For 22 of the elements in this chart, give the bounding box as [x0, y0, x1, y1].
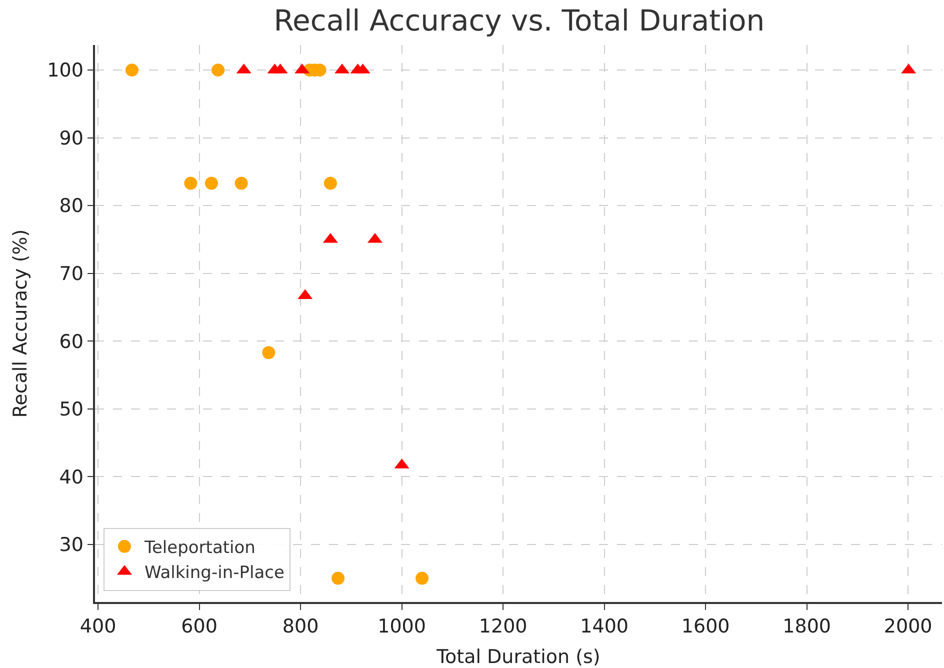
y-tick-label: 90 [59, 127, 84, 150]
legend-label: Walking-in-Place [144, 563, 284, 584]
y-axis-title: Recall Accuracy (%) [10, 229, 32, 418]
y-tick-label: 100 [47, 60, 84, 82]
chart-title: Recall Accuracy vs. Total Duration [274, 3, 765, 38]
x-axis-title: Total Duration (s) [436, 646, 600, 668]
y-tick-label: 60 [59, 330, 84, 353]
x-tick-label: 1400 [580, 616, 628, 638]
y-tick-label: 80 [59, 195, 84, 218]
y-tick-label: 50 [59, 398, 84, 421]
y-tick-label: 30 [59, 534, 84, 556]
x-tick-label: 1600 [681, 616, 730, 638]
y-tick-label: 40 [59, 466, 84, 488]
x-tick-label: 400 [80, 616, 116, 638]
x-tick-label: 1800 [782, 616, 831, 638]
x-tick-label: 2000 [884, 616, 932, 638]
legend-label: Teleportation [143, 538, 256, 558]
y-tick-label: 70 [59, 263, 84, 286]
x-tick-label: 1000 [378, 616, 426, 638]
x-tick-label: 800 [282, 616, 319, 638]
x-tick-label: 600 [181, 616, 218, 638]
x-tick-label: 1200 [478, 616, 528, 638]
